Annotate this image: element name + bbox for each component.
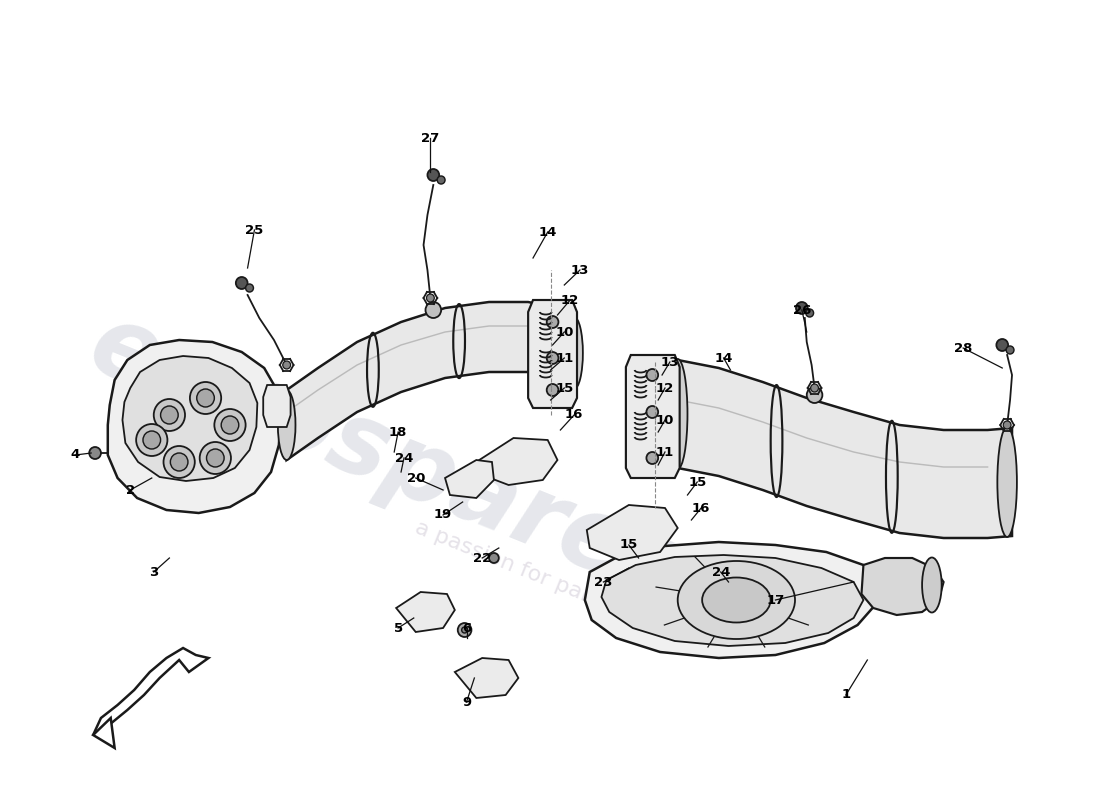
- Polygon shape: [454, 658, 518, 698]
- Text: 28: 28: [954, 342, 972, 354]
- Text: 12: 12: [656, 382, 674, 394]
- Circle shape: [235, 277, 248, 289]
- Text: 22: 22: [473, 551, 492, 565]
- Text: 17: 17: [767, 594, 784, 606]
- Polygon shape: [480, 438, 558, 485]
- Text: 11: 11: [656, 446, 674, 458]
- Circle shape: [221, 416, 239, 434]
- Text: 2: 2: [125, 483, 135, 497]
- Text: 11: 11: [556, 351, 573, 365]
- Polygon shape: [626, 355, 680, 478]
- Circle shape: [490, 553, 498, 563]
- Text: 25: 25: [245, 223, 264, 237]
- Text: 26: 26: [793, 303, 811, 317]
- Text: 1: 1: [842, 689, 850, 702]
- Circle shape: [154, 399, 185, 431]
- Polygon shape: [287, 302, 574, 460]
- Text: 24: 24: [395, 451, 414, 465]
- Text: 3: 3: [150, 566, 158, 578]
- Ellipse shape: [998, 427, 1016, 537]
- Polygon shape: [678, 360, 1012, 538]
- Text: eurospares: eurospares: [75, 297, 697, 623]
- Ellipse shape: [278, 390, 296, 460]
- Polygon shape: [602, 555, 864, 646]
- Text: 6: 6: [462, 622, 471, 634]
- Circle shape: [161, 406, 178, 424]
- Circle shape: [245, 284, 253, 292]
- Text: 15: 15: [619, 538, 638, 551]
- Text: 13: 13: [661, 355, 679, 369]
- Text: 13: 13: [571, 263, 590, 277]
- Text: 10: 10: [556, 326, 573, 338]
- Polygon shape: [108, 340, 280, 513]
- Text: 16: 16: [565, 409, 583, 422]
- Circle shape: [428, 169, 439, 181]
- Polygon shape: [861, 558, 944, 615]
- Circle shape: [170, 453, 188, 471]
- Circle shape: [1003, 421, 1011, 429]
- Text: 27: 27: [421, 131, 440, 145]
- Circle shape: [647, 452, 658, 464]
- Text: 9: 9: [462, 695, 471, 709]
- Circle shape: [190, 382, 221, 414]
- Circle shape: [197, 389, 215, 407]
- Text: 14: 14: [539, 226, 557, 238]
- Circle shape: [143, 431, 161, 449]
- Polygon shape: [446, 460, 494, 498]
- Circle shape: [796, 302, 807, 314]
- Circle shape: [547, 352, 559, 364]
- Circle shape: [647, 406, 658, 418]
- Polygon shape: [585, 542, 880, 658]
- Ellipse shape: [678, 561, 795, 639]
- Circle shape: [458, 623, 472, 637]
- Circle shape: [806, 309, 814, 317]
- Text: 15: 15: [689, 475, 706, 489]
- Polygon shape: [94, 718, 114, 748]
- Ellipse shape: [668, 359, 688, 469]
- Text: 14: 14: [715, 351, 733, 365]
- Circle shape: [462, 627, 468, 633]
- Circle shape: [437, 176, 446, 184]
- Polygon shape: [94, 648, 209, 735]
- Circle shape: [89, 447, 101, 459]
- Polygon shape: [586, 505, 678, 560]
- Ellipse shape: [702, 578, 771, 622]
- Text: a passion for parts since 1985: a passion for parts since 1985: [412, 518, 732, 662]
- Circle shape: [811, 384, 818, 392]
- Circle shape: [1006, 346, 1014, 354]
- Text: 15: 15: [556, 382, 573, 394]
- Text: 5: 5: [394, 622, 403, 634]
- Text: 10: 10: [656, 414, 674, 426]
- Polygon shape: [396, 592, 454, 632]
- Text: 19: 19: [434, 509, 452, 522]
- Text: 16: 16: [692, 502, 711, 514]
- Text: 24: 24: [712, 566, 730, 578]
- Text: 23: 23: [594, 575, 613, 589]
- Circle shape: [207, 449, 224, 467]
- Polygon shape: [263, 385, 290, 427]
- Circle shape: [426, 302, 441, 318]
- Circle shape: [647, 369, 658, 381]
- Text: 4: 4: [70, 449, 80, 462]
- Circle shape: [427, 294, 434, 302]
- Circle shape: [214, 409, 245, 441]
- Ellipse shape: [922, 558, 942, 613]
- Text: 18: 18: [389, 426, 407, 438]
- Circle shape: [136, 424, 167, 456]
- Polygon shape: [528, 300, 578, 408]
- Circle shape: [806, 387, 823, 403]
- Circle shape: [547, 384, 559, 396]
- Ellipse shape: [565, 317, 583, 389]
- Text: 20: 20: [407, 471, 425, 485]
- Circle shape: [200, 442, 231, 474]
- Circle shape: [164, 446, 195, 478]
- Text: 12: 12: [561, 294, 580, 306]
- Polygon shape: [122, 356, 257, 481]
- Circle shape: [283, 361, 290, 369]
- Circle shape: [997, 339, 1008, 351]
- Circle shape: [547, 316, 559, 328]
